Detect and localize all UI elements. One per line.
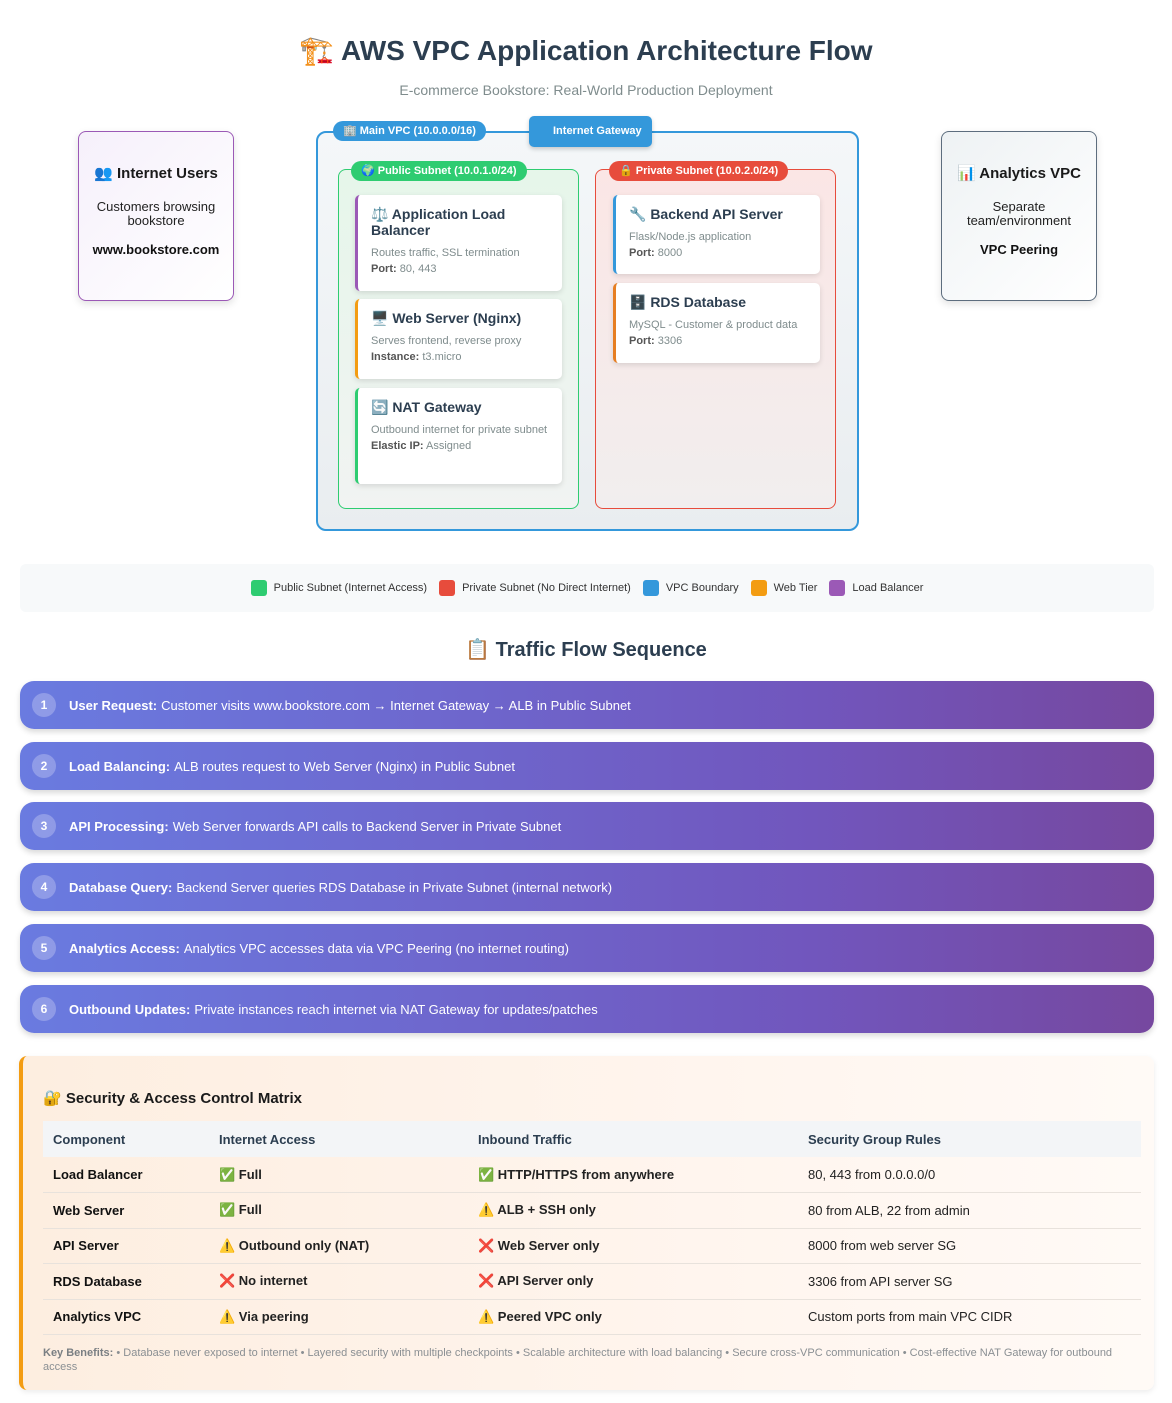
legend-item-vpc: VPC Boundary (642, 580, 739, 596)
column-header: Inbound Traffic (468, 1121, 798, 1157)
internet-users-title: 👥 Internet Users (94, 165, 218, 182)
table-row: Analytics VPC ⚠️ Via peering ⚠️ Peered V… (43, 1299, 1141, 1335)
web-server-desc: Serves frontend, reverse proxy (371, 335, 522, 347)
backend-api-meta: Port: 8000 (629, 247, 683, 259)
internet-users-box: 👥 Internet Users Customers browsing book… (78, 131, 234, 301)
rds-database-meta: Port: 3306 (629, 335, 683, 347)
alb-desc: Routes traffic, SSL termination (371, 247, 520, 259)
legend-swatch (829, 580, 846, 596)
security-matrix-title: 🔐 Security & Access Control Matrix (43, 1090, 303, 1107)
analytics-vpc-title: 📊 Analytics VPC (957, 165, 1081, 182)
flow-step: 4 Database Query: Backend Server queries R… (20, 863, 1154, 911)
page-title: 🏗️ AWS VPC Application Architecture Flow (299, 35, 873, 66)
alb-card: ⚖️ Application Load Balancer Routes traf… (355, 195, 562, 291)
flow-step: 3 API Processing: Web Server forwards API … (20, 802, 1154, 850)
nat-gateway-card: 🔄 NAT Gateway Outbound internet for priv… (355, 388, 562, 484)
web-server-card: 🖥️ Web Server (Nginx) Serves frontend, r… (355, 299, 562, 379)
column-header: Component (43, 1121, 209, 1157)
web-server-meta: Instance: t3.micro (371, 351, 462, 363)
traffic-flow-title: 📋 Traffic Flow Sequence (465, 639, 707, 661)
analytics-vpc-box: 📊 Analytics VPC Separate team/environmen… (941, 131, 1097, 301)
alb-title: ⚖️ Application Load Balancer (371, 206, 506, 238)
legend-swatch (439, 580, 456, 596)
table-row: Web Server ✅ Full ⚠️ ALB + SSH only 80 f… (43, 1192, 1141, 1229)
backend-api-title: 🔧 Backend API Server (629, 206, 783, 222)
legend-item-web-tier: Web Tier (750, 580, 817, 596)
column-header: Internet Access (209, 1121, 468, 1157)
internet-users-domain: www.bookstore.com (92, 242, 220, 257)
nat-gateway-desc: Outbound internet for private subnet (371, 424, 548, 436)
legend-item-public: Public Subnet (Internet Access) (250, 580, 427, 596)
rds-database-desc: MySQL - Customer & product data (629, 319, 798, 331)
legend-swatch (250, 580, 267, 596)
web-server-title: 🖥️ Web Server (Nginx) (371, 310, 522, 326)
legend-swatch (642, 580, 659, 596)
flow-step: 1 User Request: Customer visits www.bookst… (20, 681, 1154, 729)
security-matrix-panel: 🔐 Security & Access Control Matrix Compo… (19, 1056, 1154, 1390)
nat-gateway-title: 🔄 NAT Gateway (371, 399, 482, 415)
flow-step: 2 Load Balancing: ALB routes request to We… (20, 742, 1154, 790)
analytics-vpc-peering: VPC Peering (979, 242, 1059, 257)
legend-item-load-balancer: Load Balancer (829, 580, 923, 596)
rds-database-title: 🗄️ RDS Database (629, 294, 747, 310)
flow-step: 6 Outbound Updates: Private instances reac… (20, 985, 1154, 1033)
private-subnet-label: 🔒 Private Subnet (10.0.2.0/24) (609, 161, 789, 181)
internet-gateway-label: Internet Gateway (529, 116, 652, 147)
key-benefits: Key Benefits: • Database never exposed t… (43, 1347, 1113, 1373)
table-row: API Server ⚠️ Outbound only (NAT) ❌ Web … (43, 1228, 1141, 1264)
table-row: RDS Database ❌ No internet ❌ API Server … (43, 1263, 1141, 1300)
nat-gateway-meta: Elastic IP: Assigned (371, 440, 472, 452)
main-vpc-label: 🏢 Main VPC (10.0.0.0/16) (333, 121, 486, 141)
table-header-row: Component Internet Access Inbound Traffi… (43, 1121, 1141, 1157)
column-header: Security Group Rules (798, 1121, 1141, 1157)
internet-users-desc: Customers browsing bookstore (96, 199, 216, 228)
analytics-vpc-desc: Separate team/environment (966, 199, 1072, 228)
backend-api-card: 🔧 Backend API Server Flask/Node.js appli… (613, 195, 820, 274)
page-subtitle: E-commerce Bookstore: Real-World Product… (399, 82, 773, 98)
legend-item-private: Private Subnet (No Direct Internet) (439, 580, 631, 596)
security-matrix-table: Component Internet Access Inbound Traffi… (43, 1121, 1141, 1335)
legend: Public Subnet (Internet Access) Private … (20, 564, 1154, 612)
public-subnet-label: 🌍 Public Subnet (10.0.1.0/24) (351, 161, 527, 181)
table-row: Load Balancer ✅ Full ✅ HTTP/HTTPS from a… (43, 1157, 1141, 1193)
alb-meta: Port: 80, 443 (371, 263, 437, 275)
legend-swatch (750, 580, 767, 596)
flow-step: 5 Analytics Access: Analytics VPC accesses… (20, 924, 1154, 972)
backend-api-desc: Flask/Node.js application (629, 231, 752, 243)
rds-database-card: 🗄️ RDS Database MySQL - Customer & produ… (613, 283, 820, 363)
